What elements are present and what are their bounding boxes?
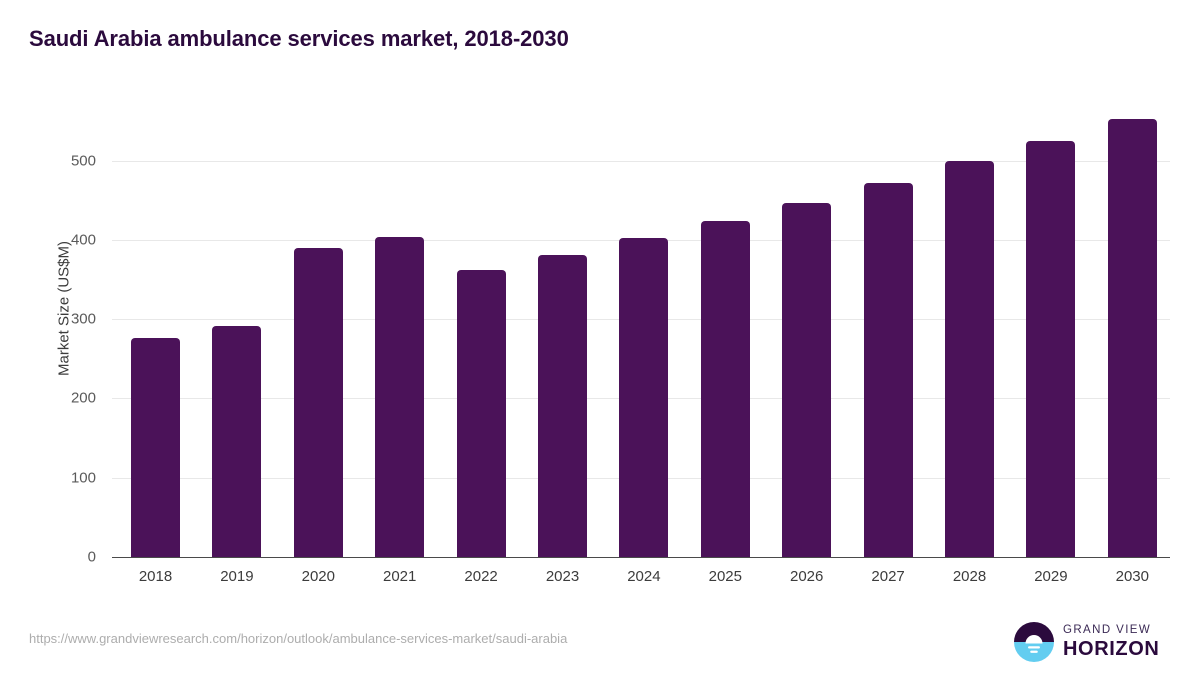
y-axis-tick-label: 500 [70,152,96,170]
x-axis-tick-label-2026: 2026 [790,568,824,585]
y-axis-tick-label: 100 [70,469,96,487]
x-axis-tick-label-2019: 2019 [220,568,254,585]
y-axis-tick-label: 400 [70,231,96,249]
bar-2028[interactable] [945,161,994,557]
bar-2019[interactable] [212,325,262,557]
x-axis-tick-label-2029: 2029 [1034,568,1068,585]
bar-2021[interactable] [375,237,425,557]
logo-top-text: GRAND VIEW [1063,623,1152,636]
y-axis-tick-label: 0 [87,548,96,566]
bar-2030[interactable] [1107,118,1157,557]
y-axis-tick-labels: 0 100 200 300 400 500 [0,95,104,565]
bar-2025[interactable] [700,220,750,557]
bar-2027[interactable] [863,182,913,557]
x-axis-tick-label-2025: 2025 [708,568,742,585]
grand-view-horizon-logo-icon [1014,622,1054,662]
x-axis-tick-label-2024: 2024 [627,568,661,585]
bar-2022[interactable] [456,270,506,557]
x-axis-tick-label-2022: 2022 [464,568,498,585]
bar-2023[interactable] [538,254,587,557]
x-axis-tick-label-2027: 2027 [871,568,905,585]
bar-2018[interactable] [131,338,180,557]
logo-bottom-text: HORIZON [1063,638,1160,661]
bar-2020[interactable] [293,247,343,557]
bar-series [112,95,1170,557]
page-title: Saudi Arabia ambulance services market, … [29,26,569,51]
bar-2026[interactable] [782,202,832,557]
x-axis-tick-label-2020: 2020 [301,568,335,585]
x-axis-tick-label-2028: 2028 [952,568,987,585]
gridline [112,160,1170,162]
axis-baseline [112,557,1170,558]
brand-logo: GRAND VIEW HORIZON [1014,621,1174,663]
y-axis-tick-label: 300 [70,310,96,328]
bar-2024[interactable] [619,238,669,557]
x-axis-tick-label-2030: 2030 [1115,568,1149,585]
source-url[interactable]: https://www.grandviewresearch.com/horizo… [29,631,568,646]
bar-2029[interactable] [1026,140,1076,557]
logo-wordmark: GRAND VIEW HORIZON [1063,623,1160,661]
x-axis-tick-label-2023: 2023 [545,568,580,585]
y-axis-tick-label: 200 [70,389,96,407]
x-axis-tick-label-2018: 2018 [138,568,173,585]
x-axis-tick-labels: 2018 2019 2020 2021 2022 2023 2024 2025 2026 2027… [112,562,1170,592]
x-axis-tick-label-2021: 2021 [383,568,417,585]
